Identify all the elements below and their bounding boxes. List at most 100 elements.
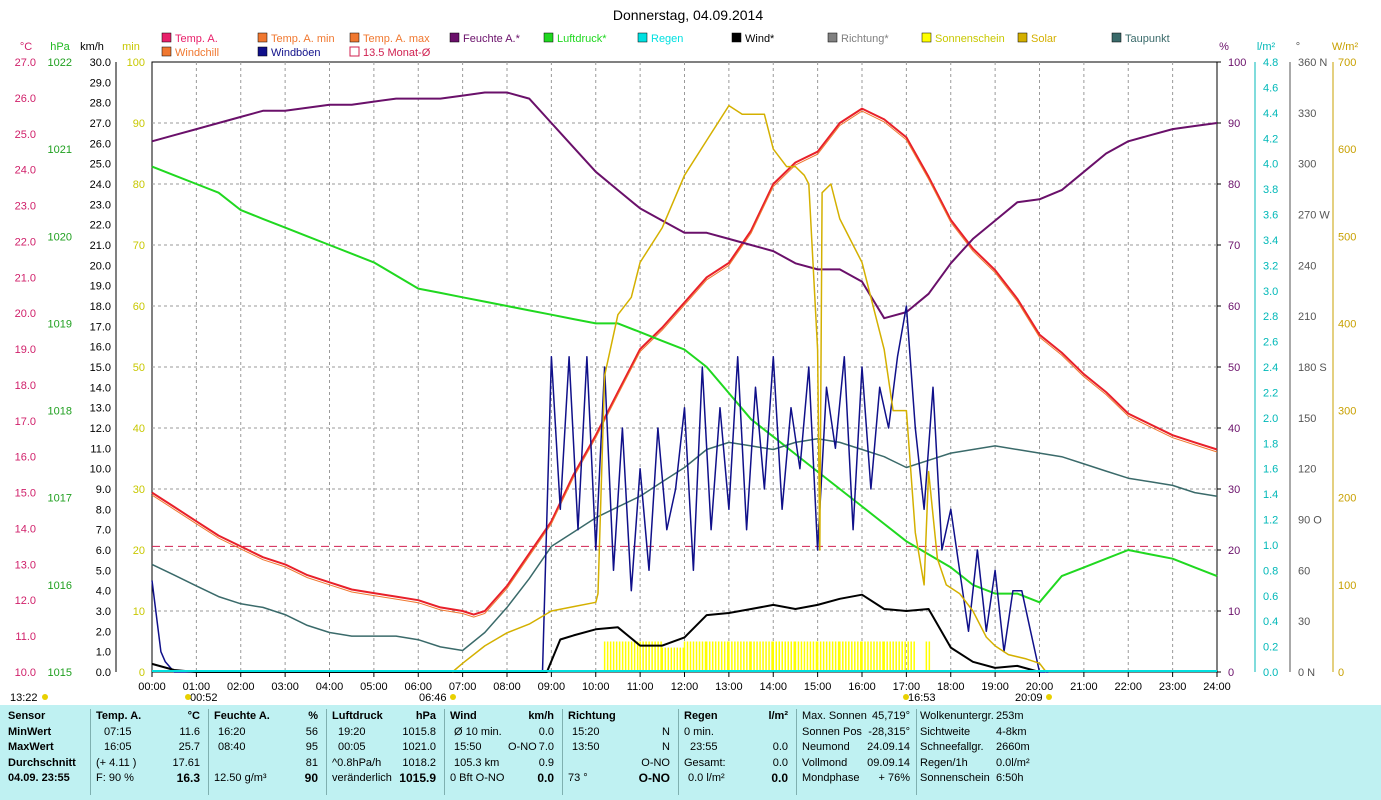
temp-tick-label: 14.0 [15,523,36,535]
stats-time: (+ 4.11 ) [96,756,137,769]
temp-tick-label: 12.0 [15,595,36,607]
temp-tick-label: 11.0 [15,631,36,643]
wind-tick-label: 4.0 [96,586,111,598]
rain-tick-label: 1.2 [1263,515,1278,527]
direction-tick-label: 300 [1298,159,1316,171]
stats-value: 1018.2 [402,756,436,769]
wind-tick-label: 24.0 [90,179,111,191]
legend-label: Richtung* [841,33,889,45]
time-tick-label: 07:00 [449,681,477,693]
chart-legend: Temp. A. Temp. A. min Temp. A. max Feuchte … [161,32,1170,59]
time-marker-label: 00:52 [190,692,218,704]
sun-marker [42,694,48,700]
series-solar [451,104,1047,673]
stats-footer-value: 0.0 [537,771,554,785]
stats-row-label: MaxWert [8,741,54,753]
time-tick-label: 09:00 [538,681,566,693]
minutes-tick-label: 80 [133,179,145,191]
astro-label: Vollmond [802,756,848,769]
series-windb-en [151,305,1049,673]
temp-tick-label: 21.0 [15,272,36,284]
axis-units: °C hPa km/h min% l/m² ° W/m² [20,41,1359,53]
minutes-tick-label: 60 [133,301,145,313]
stats-value: 0.0 [538,725,554,738]
solar-tick-label: 0 [1338,667,1344,679]
stats-value: 95 [305,741,318,753]
solar-tick-label: 500 [1338,231,1356,243]
legend-swatch [921,32,932,43]
temp-tick-label: 17.0 [15,416,36,428]
astro-label: Mondphase [802,772,860,784]
wind-tick-label: 29.0 [90,77,111,89]
sun-marker [185,694,191,700]
legend-label: Luftdruck* [557,33,607,45]
temp-tick-label: 22.0 [15,236,36,248]
wind-tick-label: 3.0 [96,606,111,618]
chart-title: Donnerstag, 04.09.2014 [613,7,763,23]
stats-header: Temp. A. [96,710,142,722]
time-tick-label: 08:00 [493,681,521,693]
time-tick-label: 20:00 [1026,681,1054,693]
stats-value: 56 [305,725,318,738]
rain-tick-label: 2.4 [1263,362,1278,374]
percent-tick-label: 50 [1228,362,1240,374]
minutes-tick-label: 0 [139,667,145,679]
axis-unit: hPa [50,41,70,53]
wind-tick-label: 7.0 [96,525,111,537]
stats-value: 81 [305,756,318,769]
stats-footer-left: F: 90 % [96,772,134,784]
rain-tick-label: 4.6 [1263,82,1278,94]
rain-tick-label: 1.8 [1263,438,1278,450]
wind-tick-label: 9.0 [96,484,111,496]
time-tick-label: 03:00 [271,681,299,693]
stats-time: 0 min. [684,725,714,738]
time-tick-label: 02:00 [227,681,255,693]
wind-tick-label: 30.0 [90,57,111,69]
stats-time: 16:20 [218,725,246,738]
wind-tick-label: 16.0 [90,342,111,354]
wind-tick-label: 27.0 [90,118,111,130]
stats-footer-left: 0 Bft O-NO [450,772,505,784]
legend-swatch [257,32,268,43]
legend-swatch [349,46,360,57]
series-luftdruck [151,165,1218,604]
wind-tick-label: 22.0 [90,220,111,232]
direction-tick-label: 90 O [1298,515,1322,527]
stats-time: Ø 10 min. [454,725,502,738]
axis-unit: W/m² [1332,41,1359,53]
direction-tick-label: 0 N [1298,667,1315,679]
time-tick-label: 05:00 [360,681,388,693]
pressure-tick-label: 1020 [48,231,72,243]
stats-value: O-NO [641,756,670,769]
axis-unit: min [122,41,140,53]
wind-tick-label: 18.0 [90,301,111,313]
stats-header: Regen [684,710,718,722]
rain-tick-label: 2.2 [1263,387,1278,399]
rain-tick-label: 3.2 [1263,260,1278,272]
wind-tick-label: 17.0 [90,321,111,333]
wind-tick-label: 21.0 [90,240,111,252]
stats-time: ^0.8hPa/h [332,756,382,769]
legend-swatch [257,46,268,57]
series-taupunkt [151,438,1218,652]
sunshine-bars [603,641,931,672]
rain-tick-label: 0.8 [1263,565,1278,577]
stats-astro-column: Max. Sonnen 45,719° Sonnen Pos -28,315° Ne… [802,709,910,787]
wind-tick-label: 26.0 [90,138,111,150]
stats-time: 00:05 [338,741,366,753]
stats-footer-left: 73 ° [568,772,588,784]
misc-label: Sichtweite [920,725,971,738]
misc-value: 0.0l/m² [996,756,1030,769]
stats-value: 0.0 [772,756,788,769]
misc-label: Wolkenuntergr. [920,710,994,722]
rain-tick-label: 2.8 [1263,311,1278,323]
stats-footer-left: 12.50 g/m³ [214,772,267,784]
astro-label: Max. Sonnen [802,710,867,722]
temp-tick-label: 25.0 [15,129,36,141]
time-tick-label: 10:00 [582,681,610,693]
legend-label: Windböen [271,47,321,59]
stats-time: 15:20 [572,725,600,738]
legend-label: Wind* [745,33,775,45]
stats-row-label: Durchschnitt [8,756,76,769]
stats-sensor-header: Sensor [8,710,46,722]
